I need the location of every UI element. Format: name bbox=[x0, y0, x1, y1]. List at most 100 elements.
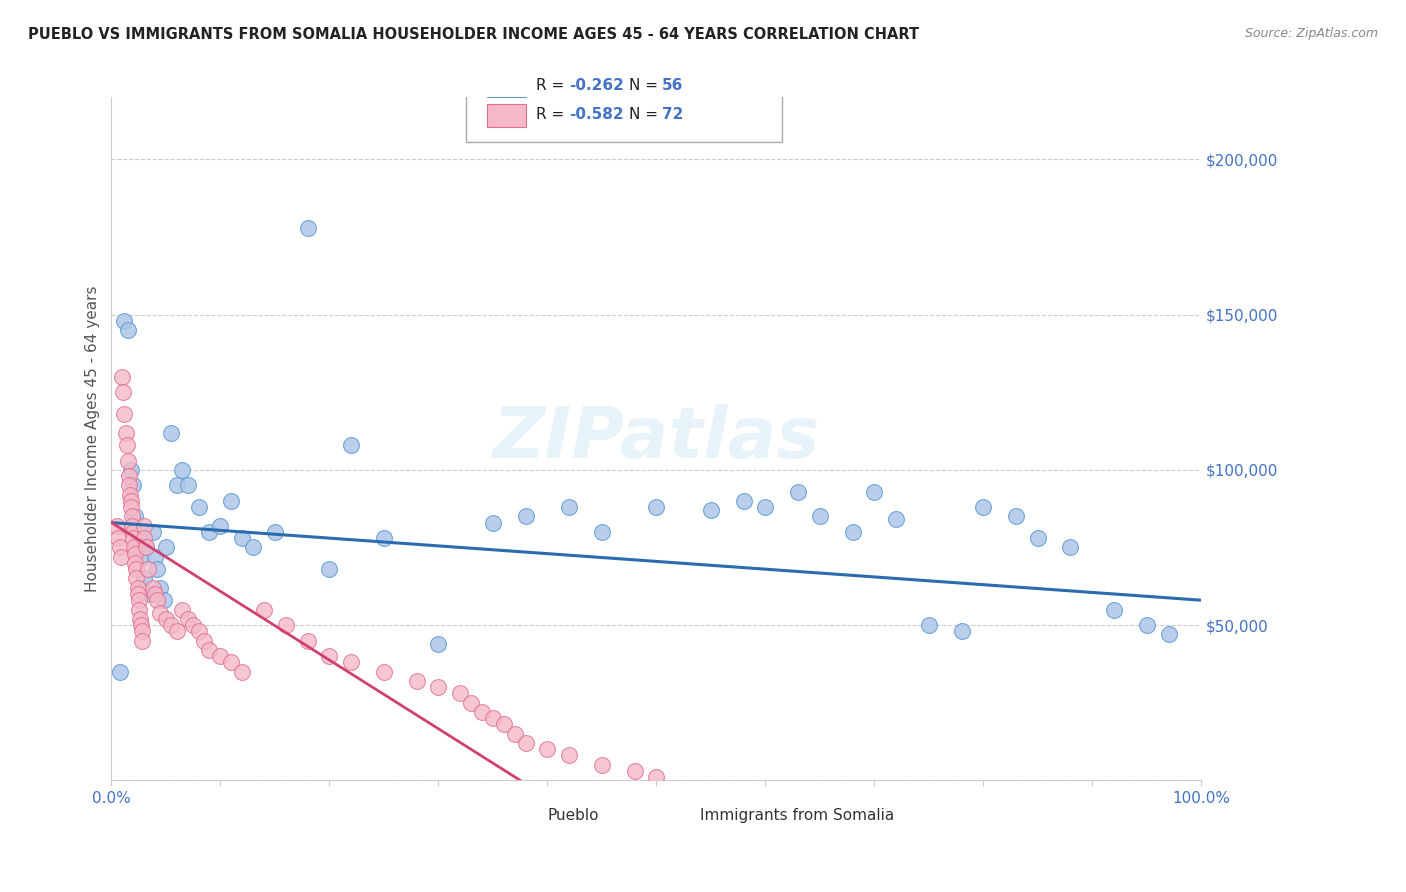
Point bbox=[515, 736, 537, 750]
Point bbox=[135, 541, 157, 555]
Point bbox=[166, 624, 188, 639]
Point bbox=[143, 549, 166, 564]
Point bbox=[110, 549, 132, 564]
Point bbox=[1136, 618, 1159, 632]
Point bbox=[128, 593, 150, 607]
Point bbox=[340, 655, 363, 669]
Point bbox=[536, 742, 558, 756]
Point bbox=[115, 438, 138, 452]
Point bbox=[127, 587, 149, 601]
Point bbox=[146, 593, 169, 607]
Point bbox=[124, 541, 146, 555]
Point bbox=[172, 463, 194, 477]
Text: R =: R = bbox=[537, 78, 569, 93]
Point bbox=[112, 385, 135, 400]
Point bbox=[645, 500, 668, 514]
Point bbox=[128, 531, 150, 545]
Point bbox=[155, 541, 177, 555]
Bar bbox=[503, 807, 537, 825]
Text: N =: N = bbox=[628, 107, 664, 122]
Point bbox=[131, 633, 153, 648]
Point bbox=[132, 572, 155, 586]
Point bbox=[515, 509, 537, 524]
Text: -0.582: -0.582 bbox=[569, 107, 624, 122]
Point bbox=[131, 549, 153, 564]
Point bbox=[1026, 531, 1049, 545]
Point bbox=[591, 757, 613, 772]
Point bbox=[160, 425, 183, 440]
Point bbox=[122, 531, 145, 545]
Point bbox=[972, 500, 994, 514]
Point bbox=[181, 618, 204, 632]
Point bbox=[124, 547, 146, 561]
Point bbox=[373, 665, 395, 679]
Point bbox=[645, 770, 668, 784]
Text: ZIPatlas: ZIPatlas bbox=[492, 404, 820, 474]
Bar bbox=[488, 75, 526, 97]
Point bbox=[124, 509, 146, 524]
Text: -0.262: -0.262 bbox=[569, 78, 624, 93]
Point bbox=[118, 469, 141, 483]
Point bbox=[138, 562, 160, 576]
Point bbox=[117, 453, 139, 467]
Point bbox=[231, 531, 253, 545]
Text: 56: 56 bbox=[662, 78, 683, 93]
Point bbox=[121, 518, 143, 533]
Y-axis label: Householder Income Ages 45 - 64 years: Householder Income Ages 45 - 64 years bbox=[86, 285, 100, 592]
Point bbox=[125, 572, 148, 586]
Point bbox=[482, 516, 505, 530]
Point bbox=[118, 488, 141, 502]
Point bbox=[503, 727, 526, 741]
Point bbox=[297, 220, 319, 235]
Point bbox=[1102, 602, 1125, 616]
Point bbox=[918, 618, 941, 632]
Point bbox=[108, 665, 131, 679]
Point bbox=[221, 494, 243, 508]
Point bbox=[135, 541, 157, 555]
Text: Source: ZipAtlas.com: Source: ZipAtlas.com bbox=[1244, 27, 1378, 40]
Point bbox=[198, 643, 221, 657]
Point bbox=[155, 612, 177, 626]
Point bbox=[177, 612, 200, 626]
Point bbox=[187, 624, 209, 639]
Point bbox=[1005, 509, 1028, 524]
Point bbox=[122, 524, 145, 539]
Point bbox=[373, 531, 395, 545]
Text: N =: N = bbox=[628, 78, 664, 93]
Point bbox=[172, 602, 194, 616]
Point bbox=[128, 612, 150, 626]
Point bbox=[198, 524, 221, 539]
Point bbox=[132, 531, 155, 545]
Point bbox=[1059, 541, 1081, 555]
Text: 72: 72 bbox=[662, 107, 683, 122]
Point bbox=[149, 606, 172, 620]
Point bbox=[114, 425, 136, 440]
Point bbox=[700, 503, 723, 517]
Point bbox=[808, 509, 831, 524]
Point bbox=[209, 518, 232, 533]
Bar bbox=[488, 104, 526, 127]
Point bbox=[129, 524, 152, 539]
Point bbox=[143, 587, 166, 601]
Point bbox=[863, 484, 886, 499]
Point bbox=[841, 524, 863, 539]
Text: Immigrants from Somalia: Immigrants from Somalia bbox=[700, 808, 894, 823]
Bar bbox=[657, 807, 689, 825]
Point bbox=[121, 509, 143, 524]
Point bbox=[733, 494, 755, 508]
Point bbox=[221, 655, 243, 669]
Point bbox=[108, 541, 131, 555]
Point bbox=[120, 463, 142, 477]
Point bbox=[131, 624, 153, 639]
Point bbox=[558, 748, 581, 763]
Point bbox=[152, 593, 174, 607]
Point bbox=[591, 524, 613, 539]
Point bbox=[138, 587, 160, 601]
Point bbox=[471, 705, 494, 719]
Point bbox=[264, 524, 287, 539]
Point bbox=[193, 633, 215, 648]
Point bbox=[449, 686, 471, 700]
Point bbox=[950, 624, 973, 639]
Point bbox=[318, 562, 340, 576]
Point bbox=[623, 764, 645, 778]
